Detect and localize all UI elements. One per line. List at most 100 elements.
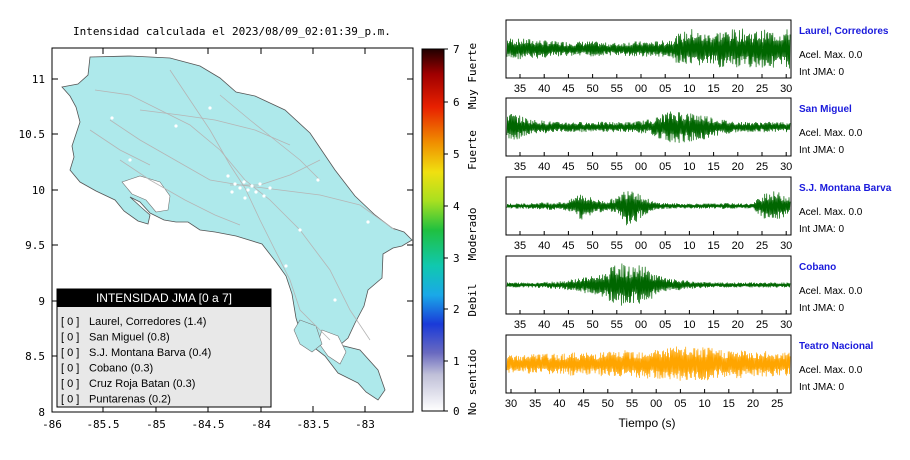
waveform-x-tick-label: 55: [611, 83, 623, 95]
legend-item-code: [ 0 ]: [61, 347, 79, 359]
map-x-tick-label: -83.5: [296, 418, 329, 431]
waveform-x-tick-label: 45: [562, 319, 574, 331]
waveform-x-tick-label: 50: [586, 319, 598, 331]
waveform-x-tick-label: 20: [747, 398, 759, 410]
waveform-x-tick-label: 25: [771, 398, 783, 410]
map-y-tick-label: 9: [38, 295, 45, 308]
map-y-tick-label: 8.5: [25, 350, 45, 363]
map-y-tick-label: 9.5: [25, 239, 45, 252]
legend-item-code: [ 0 ]: [61, 378, 79, 390]
map-land: [61, 55, 413, 401]
station-accel: Acel. Max. 0.0: [799, 365, 863, 376]
waveform-x-tick-label: 45: [562, 240, 574, 252]
map-legend: INTENSIDAD JMA [0 a 7] [ 0 ] Laurel, Corr…: [56, 288, 272, 408]
waveform-x-tick-label: 55: [611, 240, 623, 252]
map-y-tick-label: 8: [38, 406, 45, 419]
waveform-x-tick-label: 25: [756, 240, 768, 252]
waveform-x-tick-label: 10: [683, 319, 695, 331]
legend-item-code: [ 0 ]: [61, 394, 79, 406]
waveform-x-tick-label: 30: [780, 83, 792, 95]
legend-item-label: Cobano (0.3): [89, 363, 153, 375]
station-name: Cobano: [799, 262, 836, 273]
waveform-x-tick-label: 40: [553, 398, 565, 410]
waveform-x-tick-label: 25: [756, 319, 768, 331]
colorbar-category-label: Debil: [466, 283, 479, 316]
waveform-x-tick-label: 10: [683, 161, 695, 173]
waveform-x-tick-label: 50: [586, 83, 598, 95]
station-accel: Acel. Max. 0.0: [799, 128, 863, 139]
colorbar-category-label: Moderado: [466, 208, 479, 261]
waveform-x-tick-label: 45: [562, 161, 574, 173]
waveform-x-tick-label: 55: [626, 398, 638, 410]
legend-item-label: San Miguel (0.8): [89, 332, 170, 344]
colorbar-category-label: Muy Fuerte: [466, 43, 479, 109]
station-intensity: Int JMA: 0: [799, 145, 844, 156]
colorbar-tick-label: 6: [453, 96, 460, 109]
waveform-x-tick-label: 05: [659, 240, 671, 252]
waveform-x-tick-label: 55: [611, 161, 623, 173]
waveform-x-tick-label: 25: [756, 83, 768, 95]
waveform-x-tick-label: 00: [635, 161, 647, 173]
waveform-trace: [506, 263, 791, 306]
map-x-tick-label: -84.5: [191, 418, 224, 431]
station-accel: Acel. Max. 0.0: [799, 50, 863, 61]
waveform-x-tick-label: 30: [780, 319, 792, 331]
waveform-trace: [506, 191, 791, 226]
waveform-trace: [506, 28, 791, 69]
waveform-x-tick-label: 30: [780, 161, 792, 173]
waveform-panel: 35 40 45 50 55 00 05 10 15 20 25 30 S.J. Montana Bar…: [505, 176, 892, 252]
colorbar-category-label: Fuerte: [466, 130, 479, 170]
waveform-x-tick-label: 15: [707, 319, 719, 331]
waveform-x-tick-label: 00: [635, 83, 647, 95]
waveform-x-tick-label: 10: [683, 83, 695, 95]
waveform-x-tick-label: 05: [659, 83, 671, 95]
waveform-x-tick-label: 25: [756, 161, 768, 173]
station-name: S.J. Montana Barva: [799, 183, 892, 194]
waveform-x-tick-label: 20: [732, 161, 744, 173]
station-accel: Acel. Max. 0.0: [799, 207, 863, 218]
map-y-tick-label: 10.5: [19, 128, 46, 141]
colorbar-category-label: No sentido: [466, 349, 479, 415]
waveform-x-tick-label: 10: [683, 240, 695, 252]
waveform-x-tick-label: 15: [707, 240, 719, 252]
waveform-panels: 35 40 45 50 55 00 05 10 15 20 25 30 Laurel, Corredor…: [505, 19, 892, 410]
waveform-panel: 35 40 45 50 55 00 05 10 15 20 25 30 Cobano Acel. Max.…: [505, 255, 863, 331]
waveform-x-tick-label: 20: [732, 240, 744, 252]
waveform-x-tick-label: 10: [698, 398, 710, 410]
colorbar-tick-label: 0: [453, 405, 460, 418]
waveform-panel: 35 40 45 50 55 00 05 10 15 20 25 30 Laurel, Corredor…: [505, 19, 889, 95]
waveform-x-tick-label: 35: [529, 398, 541, 410]
waveform-trace: [506, 346, 791, 381]
map-y-tick-label: 11: [32, 73, 45, 86]
map-x-tick-label: -83: [355, 418, 375, 431]
colorbar-tick-label: 3: [453, 252, 460, 265]
waveform-x-tick-label: 50: [602, 398, 614, 410]
waveform-x-tick-label: 40: [538, 83, 550, 95]
waveform-x-tick-label: 35: [514, 83, 526, 95]
waveform-x-tick-label: 00: [650, 398, 662, 410]
map-title: Intensidad calculada el 2023/08/09_02:01…: [73, 25, 391, 38]
station-accel: Acel. Max. 0.0: [799, 286, 863, 297]
legend-item-label: S.J. Montana Barva (0.4): [89, 347, 211, 359]
colorbar-tick-label: 1: [453, 355, 460, 368]
waveform-x-tick-label: 35: [514, 319, 526, 331]
time-axis-label: Tiempo (s): [619, 416, 676, 430]
station-intensity: Int JMA: 0: [799, 382, 844, 393]
waveform-x-tick-label: 50: [586, 161, 598, 173]
intensity-colorbar: 7 6 5 4 3 2 1 0 Muy Fuerte Fuerte Moderado Debil No…: [421, 43, 479, 418]
map-x-tick-label: -86: [42, 418, 62, 431]
station-name: San Miguel: [799, 104, 852, 115]
station-intensity: Int JMA: 0: [799, 67, 844, 78]
map-y-tick-label: 10: [32, 184, 45, 197]
waveform-x-tick-label: 15: [707, 161, 719, 173]
waveform-x-tick-label: 40: [538, 161, 550, 173]
station-intensity: Int JMA: 0: [799, 224, 844, 235]
waveform-panel: 30 35 40 45 50 55 00 05 10 15 20 25 Teatro Nacional A…: [505, 334, 873, 410]
waveform-x-tick-label: 20: [732, 83, 744, 95]
waveform-x-tick-label: 55: [611, 319, 623, 331]
waveform-x-tick-label: 15: [707, 83, 719, 95]
legend-item-label: Cruz Roja Batan (0.3): [89, 378, 195, 390]
colorbar-tick-label: 2: [453, 303, 460, 316]
station-name: Teatro Nacional: [799, 341, 873, 352]
legend-item-code: [ 0 ]: [61, 316, 79, 328]
